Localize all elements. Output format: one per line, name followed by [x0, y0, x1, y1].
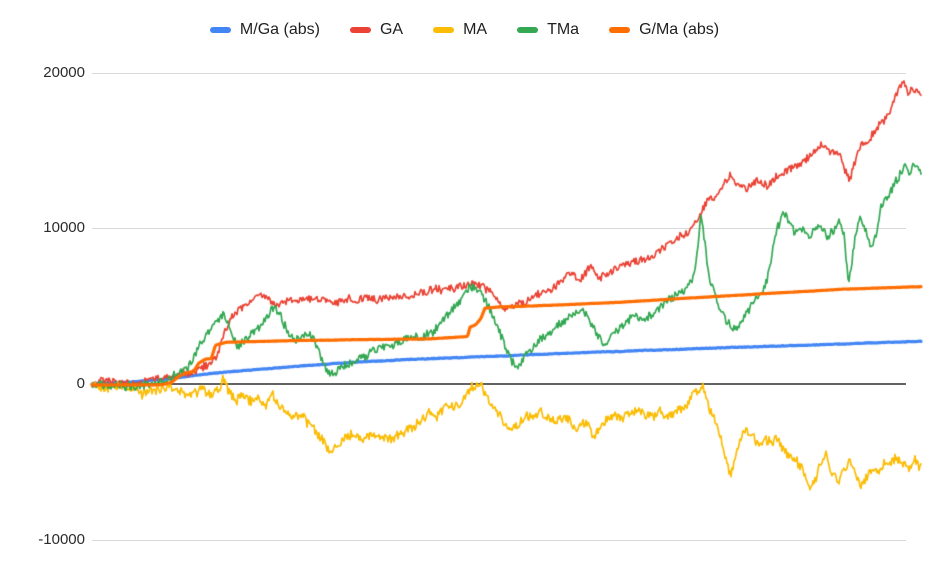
plot-area: 20000100000-10000: [0, 0, 929, 573]
chart-series-canvas[interactable]: [0, 0, 929, 573]
line-chart: M/Ga (abs)GAMATMaG/Ma (abs) 20000100000-…: [0, 0, 929, 573]
